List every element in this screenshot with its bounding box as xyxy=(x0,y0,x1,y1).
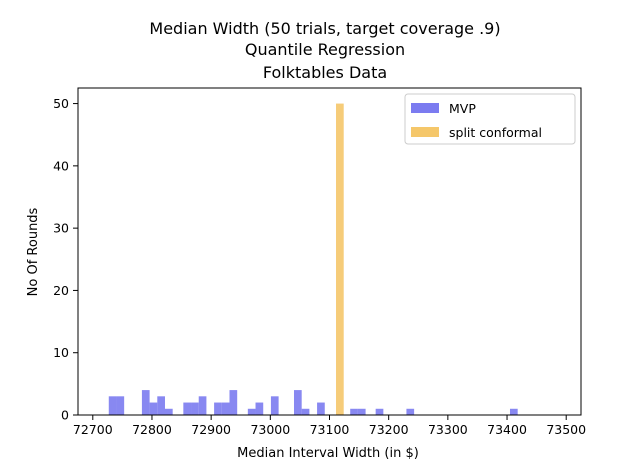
x-tick-label-3: 73000 xyxy=(250,422,290,437)
x-tick-label-7: 73400 xyxy=(487,422,527,437)
x-tick-label-2: 72900 xyxy=(191,422,231,437)
bar-0-18 xyxy=(350,408,358,415)
bar-0-7 xyxy=(191,402,199,415)
bar-0-11 xyxy=(229,390,238,415)
series-1 xyxy=(336,103,344,416)
legend-label-0: MVP xyxy=(449,101,476,116)
y-axis-ticks: 0 10 20 30 40 50 xyxy=(53,96,78,423)
bar-0-16 xyxy=(301,408,310,415)
bar-0-9 xyxy=(214,402,222,415)
bar-0-12 xyxy=(247,408,256,415)
bar-0-3 xyxy=(149,402,158,415)
bar-0-4 xyxy=(157,396,165,415)
y-tick-label-1: 10 xyxy=(53,345,69,360)
bar-0-10 xyxy=(221,402,230,415)
bar-0-19 xyxy=(357,408,366,415)
y-tick-label-5: 50 xyxy=(53,96,69,111)
y-tick-label-3: 30 xyxy=(53,221,69,236)
bar-0-21 xyxy=(406,408,415,415)
bar-0-17 xyxy=(317,402,325,415)
legend-swatch-1 xyxy=(411,127,439,137)
legend: MVP split conformal xyxy=(404,93,576,145)
bar-0-22 xyxy=(509,408,518,415)
chart-title-line-1: Median Width (50 trials, target coverage… xyxy=(149,19,500,38)
x-tick-label-5: 73200 xyxy=(369,422,409,437)
chart-title-line-2: Quantile Regression xyxy=(245,40,405,59)
x-axis-label: Median Interval Width (in $) xyxy=(237,446,419,461)
x-tick-label-4: 73100 xyxy=(310,422,350,437)
bar-0-8 xyxy=(198,396,207,415)
x-tick-label-6: 73300 xyxy=(428,422,468,437)
bars xyxy=(108,103,518,416)
legend-frame xyxy=(404,93,576,145)
series-0 xyxy=(108,390,518,415)
bar-0-14 xyxy=(270,396,279,415)
chart-title-line-3: Folktables Data xyxy=(263,63,387,82)
x-tick-label-1: 72800 xyxy=(132,422,172,437)
bar-0-5 xyxy=(164,408,173,415)
bar-1-0 xyxy=(336,103,344,416)
bar-0-6 xyxy=(183,402,192,415)
bar-0-0 xyxy=(108,396,117,415)
bar-0-20 xyxy=(375,408,384,415)
x-tick-label-0: 72700 xyxy=(73,422,113,437)
legend-swatch-0 xyxy=(411,103,439,113)
y-tick-label-2: 20 xyxy=(53,283,69,298)
x-axis-ticks: 72700 72800 72900 73000 73100 73200 73300 73400… xyxy=(73,415,586,437)
legend-label-1: split conformal xyxy=(449,125,542,140)
x-tick-label-8: 73500 xyxy=(546,422,586,437)
bar-0-13 xyxy=(255,402,264,415)
bar-0-15 xyxy=(293,390,302,415)
y-tick-label-4: 40 xyxy=(53,158,69,173)
y-tick-label-0: 0 xyxy=(61,408,69,423)
bar-0-2 xyxy=(141,390,150,415)
bar-0-1 xyxy=(116,396,125,415)
chart-title: Median Width (50 trials, target coverage… xyxy=(149,19,500,82)
y-axis-label: No Of Rounds xyxy=(26,207,41,296)
